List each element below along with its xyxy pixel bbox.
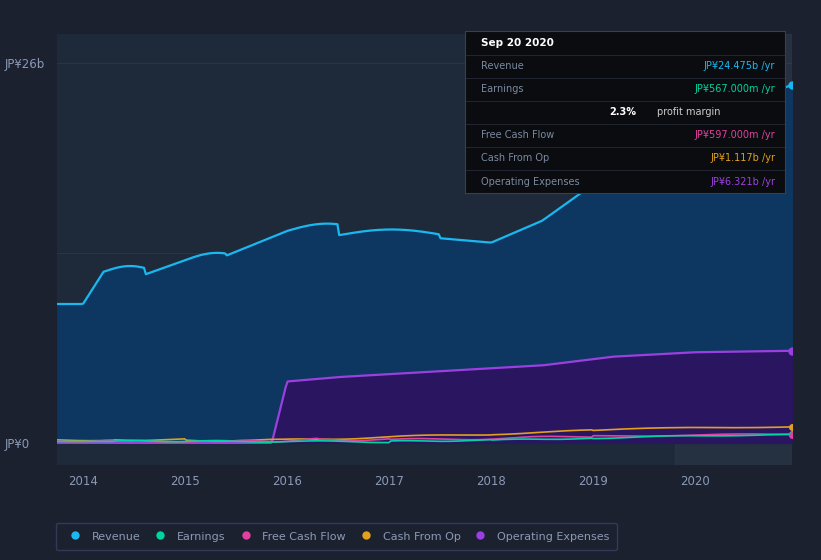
Text: Free Cash Flow: Free Cash Flow xyxy=(481,130,554,141)
Text: JP¥6.321b /yr: JP¥6.321b /yr xyxy=(710,176,775,186)
Text: Earnings: Earnings xyxy=(481,84,524,94)
Text: profit margin: profit margin xyxy=(657,108,721,117)
Text: Sep 20 2020: Sep 20 2020 xyxy=(481,38,554,48)
Text: Cash From Op: Cash From Op xyxy=(481,153,549,164)
Text: JP¥1.117b /yr: JP¥1.117b /yr xyxy=(710,153,775,164)
Bar xyxy=(675,34,792,465)
Text: JP¥24.475b /yr: JP¥24.475b /yr xyxy=(704,61,775,71)
Text: Revenue: Revenue xyxy=(481,61,524,71)
Text: JP¥597.000m /yr: JP¥597.000m /yr xyxy=(695,130,775,141)
Text: Operating Expenses: Operating Expenses xyxy=(481,176,580,186)
Text: 2.3%: 2.3% xyxy=(609,108,636,117)
Text: JP¥567.000m /yr: JP¥567.000m /yr xyxy=(695,84,775,94)
Legend: Revenue, Earnings, Free Cash Flow, Cash From Op, Operating Expenses: Revenue, Earnings, Free Cash Flow, Cash … xyxy=(56,523,617,550)
